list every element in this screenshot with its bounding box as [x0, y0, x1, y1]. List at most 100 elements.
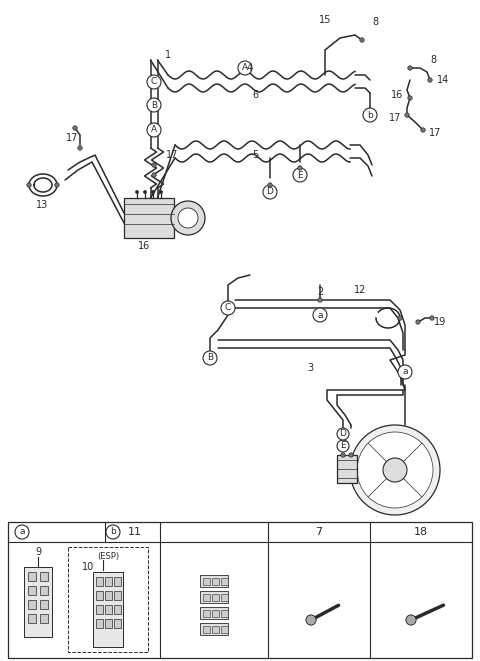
Text: 11: 11 [128, 527, 142, 537]
Circle shape [298, 166, 302, 170]
Text: b: b [367, 110, 373, 120]
Circle shape [15, 525, 29, 539]
Circle shape [421, 128, 425, 132]
Text: 8: 8 [372, 17, 378, 27]
Bar [96, 605, 103, 614]
Bar [200, 607, 228, 619]
Bar [96, 619, 103, 628]
Bar [221, 610, 228, 617]
Text: 16: 16 [391, 90, 403, 100]
Circle shape [416, 320, 420, 324]
Circle shape [147, 98, 161, 112]
Bar [203, 610, 210, 617]
Text: b: b [110, 527, 116, 537]
Circle shape [152, 163, 156, 167]
Text: 8: 8 [430, 55, 436, 65]
Bar [105, 619, 112, 628]
Text: a: a [402, 368, 408, 377]
Bar [68, 547, 148, 652]
Text: 6: 6 [252, 90, 258, 100]
Text: (ESP): (ESP) [97, 553, 119, 561]
Bar [212, 594, 219, 601]
Circle shape [106, 525, 120, 539]
Circle shape [306, 615, 316, 625]
Circle shape [27, 183, 31, 187]
Circle shape [337, 440, 349, 452]
Circle shape [428, 78, 432, 82]
Text: 17: 17 [66, 133, 78, 143]
Bar [24, 567, 52, 637]
Bar [200, 575, 228, 587]
Circle shape [349, 453, 353, 457]
Text: 9: 9 [35, 547, 41, 557]
Text: 15: 15 [319, 15, 331, 25]
Circle shape [268, 183, 272, 187]
Text: 2: 2 [317, 287, 323, 297]
Bar [28, 600, 36, 609]
Circle shape [263, 185, 277, 199]
Bar [96, 577, 103, 586]
Bar [93, 572, 123, 647]
Text: 13: 13 [36, 200, 48, 210]
Bar [40, 586, 48, 595]
Bar [28, 586, 36, 595]
Text: B: B [207, 354, 213, 362]
Bar [96, 591, 103, 600]
Bar [105, 605, 112, 614]
Bar [114, 619, 121, 628]
Text: E: E [340, 442, 346, 451]
Bar [105, 591, 112, 600]
Circle shape [178, 208, 198, 228]
Bar [114, 577, 121, 586]
Circle shape [360, 38, 364, 42]
Bar [212, 610, 219, 617]
Circle shape [406, 615, 416, 625]
Circle shape [55, 183, 59, 187]
Text: A: A [151, 126, 157, 134]
Text: D: D [266, 188, 274, 196]
Bar [28, 572, 36, 581]
Bar [40, 614, 48, 623]
Bar [8, 522, 472, 658]
Circle shape [135, 190, 139, 194]
Bar [105, 577, 112, 586]
Circle shape [363, 108, 377, 122]
Text: A: A [242, 63, 248, 73]
Bar [200, 591, 228, 603]
Circle shape [383, 458, 407, 482]
Text: 17: 17 [166, 150, 178, 160]
Bar [221, 578, 228, 585]
Bar [337, 455, 357, 483]
Circle shape [144, 190, 146, 194]
Bar [212, 626, 219, 633]
Text: 4: 4 [247, 63, 253, 73]
Text: a: a [317, 311, 323, 319]
Circle shape [171, 201, 205, 235]
Circle shape [221, 301, 235, 315]
Bar [200, 623, 228, 635]
Text: 17: 17 [389, 113, 401, 123]
Circle shape [398, 365, 412, 379]
Bar [212, 578, 219, 585]
Circle shape [398, 316, 402, 320]
Text: 19: 19 [434, 317, 446, 327]
Text: 12: 12 [354, 285, 366, 295]
Circle shape [306, 615, 316, 625]
Bar [40, 572, 48, 581]
Text: 16: 16 [138, 241, 150, 251]
Text: 3: 3 [307, 363, 313, 373]
Text: B: B [151, 100, 157, 110]
Circle shape [405, 113, 409, 117]
Bar [40, 600, 48, 609]
Circle shape [313, 308, 327, 322]
Circle shape [341, 453, 345, 457]
Circle shape [430, 316, 434, 320]
Text: 10: 10 [82, 562, 94, 572]
Text: D: D [339, 430, 347, 438]
Text: 5: 5 [252, 150, 258, 160]
Text: E: E [297, 171, 303, 180]
Bar [221, 594, 228, 601]
Circle shape [293, 168, 307, 182]
Circle shape [152, 173, 156, 177]
Circle shape [408, 96, 412, 100]
